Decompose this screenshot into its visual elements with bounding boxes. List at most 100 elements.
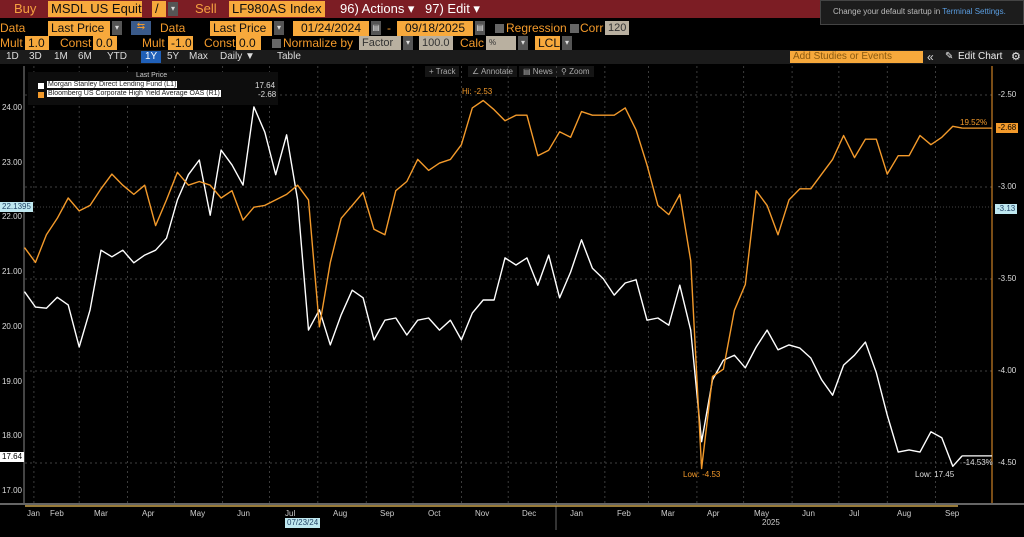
right-axis-tick: -3.00 (998, 182, 1017, 191)
corr-value[interactable]: 120 (605, 21, 630, 35)
table-button[interactable]: Table (277, 51, 301, 62)
operator-dropdown[interactable]: ▾ (168, 2, 178, 16)
data-point (56, 217, 58, 219)
data2-field[interactable]: Last Price (210, 21, 272, 36)
gear-icon[interactable]: ⚙ (1011, 51, 1021, 63)
data-point (679, 284, 681, 286)
data-point (744, 367, 746, 369)
period-tab-1y[interactable]: 1Y (141, 51, 162, 63)
data-point (264, 205, 266, 206)
data2-dropdown[interactable]: ▾ (274, 21, 284, 35)
factor-value[interactable]: 100.0 (419, 36, 453, 50)
factor-dropdown[interactable]: Factor (359, 36, 401, 50)
security1-input[interactable]: MSDL US Equit (48, 1, 142, 17)
data-point (471, 312, 473, 314)
data-point (624, 107, 626, 109)
actions-menu[interactable]: 96) Actions ▾ (340, 1, 415, 16)
factor-dropdown-arrow[interactable]: ▾ (403, 36, 413, 50)
x-axis-tick: Aug (333, 509, 348, 518)
data-point (351, 205, 353, 206)
period-tab-5y[interactable]: 5Y (167, 51, 180, 62)
data1-field[interactable]: Last Price (48, 21, 110, 36)
normalize-checkbox[interactable] (272, 39, 281, 48)
cursor-left-tag: 22.1395 (0, 202, 33, 212)
swap-icon[interactable]: ⇆ (131, 21, 151, 35)
data-point (733, 309, 735, 311)
calendar-icon[interactable]: ▤ (371, 21, 381, 35)
const1-field[interactable]: 0.0 (93, 36, 117, 51)
period-tab-3d[interactable]: 3D (29, 51, 42, 62)
data-point (275, 199, 277, 201)
data-point (690, 329, 692, 331)
data-point (723, 368, 724, 370)
security2-input[interactable]: LF980AS Index (229, 1, 325, 17)
data-point (537, 284, 539, 286)
zoom-button[interactable]: ⚲ Zoom (557, 66, 594, 77)
annotate-label: Annotate (480, 67, 513, 76)
track-button[interactable]: + Track (425, 66, 460, 77)
data-point (122, 249, 124, 251)
low-orange-annotation: Low: -4.53 (683, 470, 721, 479)
data-point (340, 314, 342, 316)
data-point (155, 225, 157, 227)
data-point (865, 138, 866, 140)
data-point (592, 267, 593, 269)
x-axis-tick: Dec (522, 509, 537, 518)
x-axis-tick: Aug (897, 509, 912, 518)
calendar-icon[interactable]: ▤ (475, 21, 485, 35)
operator-input[interactable]: / (152, 1, 166, 17)
data-point (89, 205, 91, 206)
end-date-field[interactable]: 09/18/2025 (397, 21, 473, 36)
frequency-dropdown[interactable]: Daily ▼ (220, 51, 255, 62)
annotate-button[interactable]: ∠ Annotate (468, 66, 517, 77)
period-tab-1d[interactable]: 1D (6, 51, 19, 62)
edit-menu[interactable]: 97) Edit ▾ (425, 1, 480, 16)
period-tab-6m[interactable]: 6M (78, 51, 92, 62)
calc-dropdown[interactable]: % (486, 36, 516, 50)
currency-dropdown[interactable]: LCL (535, 36, 560, 51)
data-point (755, 346, 757, 348)
data-point (362, 192, 364, 193)
data-point (624, 282, 626, 284)
data-point (46, 234, 47, 236)
start-date-field[interactable]: 01/24/2024 (293, 21, 369, 36)
pencil-icon[interactable]: ✎ (945, 51, 954, 62)
left-axis-tick: 19.00 (1, 376, 22, 386)
x-axis-tick: Oct (428, 509, 441, 518)
data-point (319, 326, 320, 328)
data-point (701, 468, 702, 469)
data-point (493, 299, 495, 301)
data-point (941, 437, 943, 439)
data-point (602, 278, 604, 280)
regression-checkbox[interactable] (495, 24, 504, 33)
data-point (810, 357, 812, 359)
const1-label: Const (60, 36, 92, 50)
period-tab-ytd[interactable]: YTD (107, 51, 127, 62)
calc-dropdown-arrow[interactable]: ▾ (518, 36, 528, 50)
add-studies-input[interactable]: Add Studies or Events (790, 51, 923, 63)
mult1-field[interactable]: 1.0 (25, 36, 49, 51)
data-point (35, 306, 36, 308)
data-point (581, 111, 582, 112)
period-tab-1m[interactable]: 1M (54, 51, 68, 62)
x-axis-tick: Sep (945, 509, 960, 518)
data-point (570, 271, 571, 273)
edit-chart-button[interactable]: Edit Chart (958, 51, 1003, 62)
const2-field[interactable]: 0.0 (236, 36, 261, 51)
news-button[interactable]: ▤ News (519, 66, 557, 77)
terminal-settings-link[interactable]: Terminal Settings. (942, 7, 1006, 16)
data-point (515, 264, 517, 266)
data-point (504, 257, 506, 259)
period-tab-max[interactable]: Max (189, 51, 208, 62)
data-point (908, 155, 910, 157)
data-point (930, 431, 932, 433)
collapse-button[interactable]: « (927, 50, 934, 64)
currency-dropdown-arrow[interactable]: ▾ (562, 36, 572, 50)
data-point (919, 451, 921, 453)
mult2-field[interactable]: -1.0 (168, 36, 193, 51)
data-point (133, 262, 135, 264)
corr-checkbox[interactable] (570, 24, 579, 33)
data-point (395, 190, 397, 192)
data1-dropdown[interactable]: ▾ (112, 21, 122, 35)
